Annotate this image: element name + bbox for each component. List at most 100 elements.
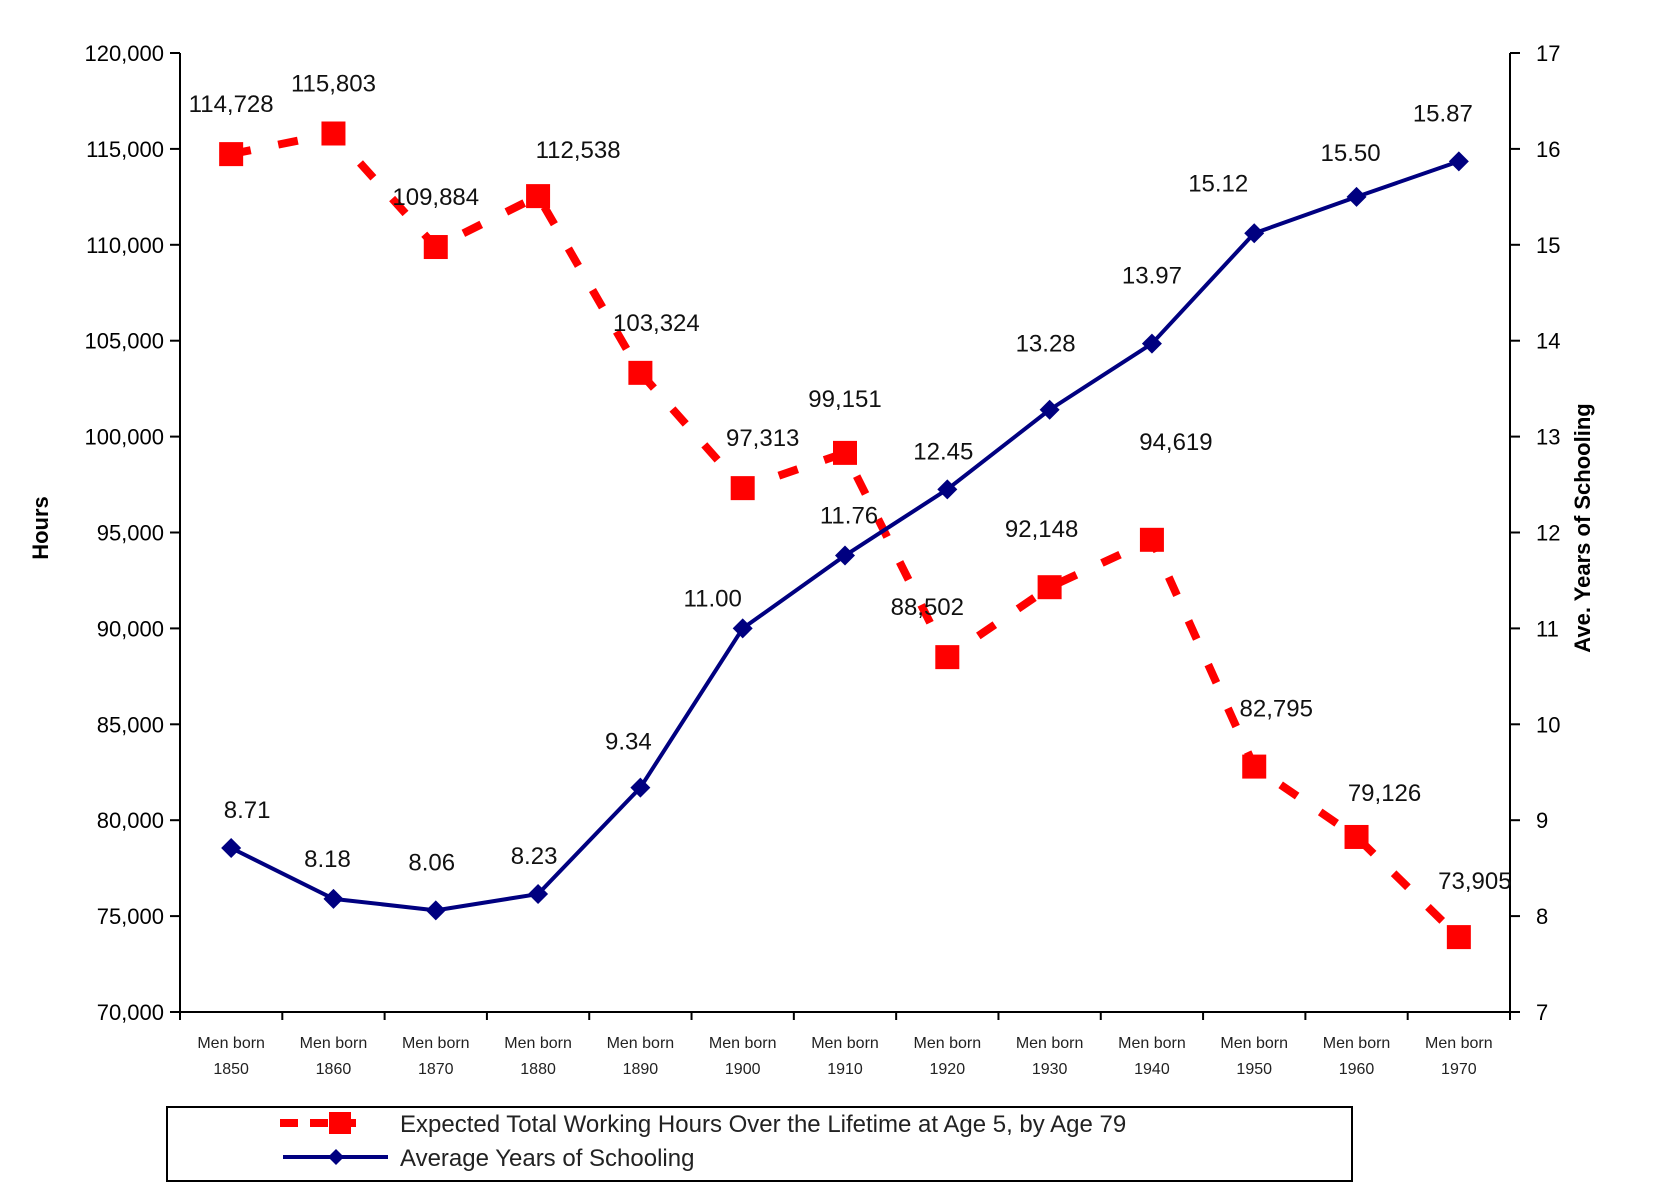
schooling-data-label: 12.45 [913, 438, 973, 465]
category-label-line: 1880 [520, 1061, 556, 1078]
category-label-line: 1960 [1339, 1061, 1375, 1078]
legend-marker-hours [329, 1112, 351, 1134]
schooling-marker [425, 900, 446, 921]
category-label: Men born 1850 [197, 1035, 265, 1078]
category-label: Men born 1900 [709, 1035, 777, 1078]
legend: Expected Total Working Hours Over the Li… [166, 1106, 1353, 1182]
schooling-data-label: 8.18 [304, 846, 351, 873]
schooling-data-label: 9.34 [605, 729, 652, 756]
schooling-data-label: 15.87 [1413, 100, 1473, 127]
hours-line [230, 129, 1462, 940]
series-schooling [221, 151, 1469, 921]
category-label-line: 1970 [1441, 1061, 1477, 1078]
category-label: Men born 1950 [1220, 1035, 1288, 1078]
right-tick-label: 7 [1536, 1000, 1548, 1025]
left-tick-label: 90,000 [97, 616, 164, 641]
category-label-line: Men born [197, 1035, 265, 1052]
left-tick-label: 110,000 [86, 233, 164, 258]
hours-data-label: 112,538 [536, 137, 621, 164]
right-tick-label: 16 [1536, 137, 1560, 162]
category-label: Men born 1870 [402, 1035, 470, 1078]
category-label-line: 1920 [930, 1061, 966, 1078]
category-label-line: Men born [1425, 1035, 1493, 1052]
schooling-marker [835, 545, 855, 566]
left-tick-label: 75,000 [97, 904, 164, 929]
schooling-marker [937, 479, 958, 500]
right-tick-label: 8 [1536, 904, 1548, 929]
category-label-line: 1850 [213, 1061, 249, 1078]
hours-marker [1446, 925, 1471, 950]
schooling-marker [1039, 399, 1060, 420]
left-axis-title: Hours [28, 496, 53, 560]
schooling-marker [221, 838, 242, 859]
category-label-line: Men born [1323, 1035, 1391, 1052]
right-tick-label: 14 [1536, 329, 1560, 354]
schooling-data-label: 11.76 [820, 503, 878, 530]
schooling-data-label: 8.23 [511, 843, 558, 870]
legend-marker-schooling [328, 1149, 344, 1165]
hours-data-label: 114,728 [189, 91, 274, 118]
schooling-line [230, 159, 1460, 913]
legend-label-schooling: Average Years of Schooling [400, 1145, 694, 1172]
schooling-marker [528, 884, 549, 905]
right-tick-label: 11 [1536, 616, 1559, 641]
category-label-line: Men born [607, 1035, 675, 1052]
hours-data-label: 92,148 [1005, 516, 1078, 543]
category-label: Men born 1960 [1323, 1035, 1391, 1078]
hours-marker [730, 476, 755, 501]
schooling-data-label: 15.50 [1321, 140, 1381, 167]
category-label-line: 1910 [827, 1061, 863, 1078]
hours-marker [321, 121, 346, 146]
left-tick-label: 100,000 [84, 425, 164, 450]
right-tick-label: 12 [1536, 521, 1560, 546]
category-label: Men born 1910 [811, 1035, 879, 1078]
category-label: Men born 1860 [300, 1035, 368, 1078]
hours-data-label: 109,884 [392, 184, 479, 211]
right-tick-label: 17 [1536, 41, 1560, 66]
category-label-line: Men born [1220, 1035, 1288, 1052]
hours-marker [423, 235, 448, 260]
hours-marker [935, 645, 960, 670]
left-tick-label: 120,000 [84, 41, 164, 66]
schooling-data-label: 13.28 [1016, 331, 1076, 358]
schooling-marker [1448, 151, 1469, 172]
category-label-line: Men born [1118, 1035, 1186, 1052]
category-label-line: Men born [300, 1035, 368, 1052]
hours-data-label: 103,324 [613, 310, 700, 337]
category-label-line: Men born [504, 1035, 572, 1052]
legend-box [166, 1106, 1353, 1182]
hours-data-label: 79,126 [1348, 780, 1421, 807]
category-label: Men born 1920 [914, 1035, 982, 1078]
category-label-line: Men born [811, 1035, 879, 1052]
hours-data-label: 97,313 [726, 425, 799, 452]
axes [179, 53, 1511, 1020]
hours-marker [628, 360, 653, 385]
hours-marker [1037, 575, 1062, 600]
left-tick-label: 80,000 [97, 808, 164, 833]
schooling-data-label: 13.97 [1122, 263, 1182, 290]
category-label: Men born 1880 [504, 1035, 572, 1078]
left-tick-label: 85,000 [97, 712, 164, 737]
category-label-line: Men born [402, 1035, 470, 1052]
category-label-line: 1860 [316, 1061, 352, 1078]
category-label-line: 1870 [418, 1061, 454, 1078]
right-axis-title: Ave. Years of Schooling [1570, 403, 1595, 652]
category-label-line: Men born [914, 1035, 982, 1052]
hours-data-label: 99,151 [808, 386, 881, 413]
hours-data-label: 82,795 [1240, 696, 1313, 723]
left-tick-label: 115,000 [86, 137, 164, 162]
right-axis-ticks: 7 8 9 10 11 12 13 14 15 16 17 [1510, 41, 1560, 1025]
schooling-data-label: 15.12 [1188, 170, 1248, 197]
schooling-marker [732, 618, 753, 639]
category-label-line: 1950 [1236, 1061, 1272, 1078]
category-label: Men born 1940 [1118, 1035, 1186, 1078]
left-axis-ticks: 70,000 75,000 80,000 85,000 90,000 95,000 100,… [84, 41, 180, 1025]
schooling-marker [1244, 223, 1265, 244]
schooling-marker [630, 777, 651, 798]
hours-marker [1242, 754, 1267, 779]
category-label: Men born 1890 [607, 1035, 675, 1078]
schooling-marker [1141, 333, 1162, 354]
legend-label-hours: Expected Total Working Hours Over the Li… [400, 1111, 1126, 1138]
